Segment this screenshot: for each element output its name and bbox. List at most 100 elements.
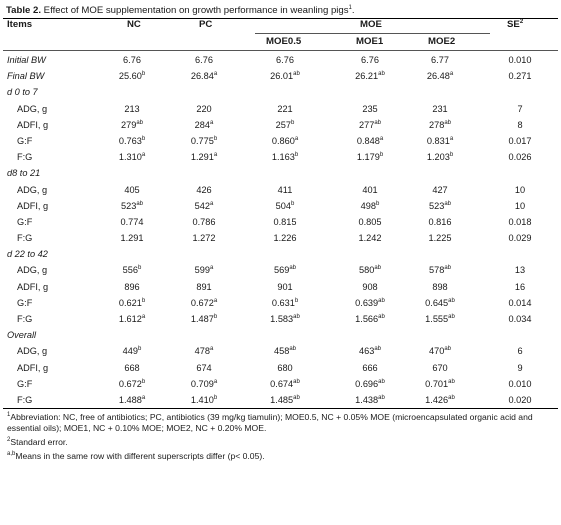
cell-value: 1.487	[190, 314, 214, 324]
cell-superscript: a	[213, 297, 218, 304]
cell-moe1: 666	[330, 360, 410, 376]
cell-value: 670	[432, 362, 448, 373]
cell-value: 666	[362, 362, 378, 373]
cell-moe1: 6.76	[330, 52, 410, 68]
cell-value: 6.76	[195, 55, 213, 65]
row-label: ADFI, g	[17, 362, 49, 373]
cell-moe1: 1.179b	[330, 149, 410, 165]
row-label: F:G	[17, 233, 33, 244]
cell-superscript: a	[141, 394, 146, 401]
row-label: d 22 to 42	[7, 249, 48, 260]
cell-moe05: 221	[245, 101, 325, 117]
row-label: G:F	[17, 135, 33, 146]
row-label: Initial BW	[7, 55, 46, 65]
cell-value: 1.203	[426, 152, 450, 163]
cell-moe2: 6.77	[400, 52, 480, 68]
cell-superscript: a	[294, 135, 299, 142]
table-row: G:F 0.621b 0.672a 0.631b 0.639ab 0.645ab 0.014	[3, 295, 558, 311]
table-row: Initial BW 6.76 6.76 6.76 6.76 6.77 0.010	[3, 52, 558, 68]
cell-value: 0.014	[508, 297, 532, 308]
cell-moe2: 231	[400, 101, 480, 117]
cell-se: 0.010	[480, 376, 560, 392]
cell-se: 0.017	[480, 133, 560, 149]
footnote-1-sup: 1	[7, 412, 11, 419]
cell-superscript: b	[294, 297, 299, 304]
cell-pc: 220	[164, 101, 244, 117]
cell-value: 6	[517, 346, 523, 357]
cell-value: 6.76	[123, 55, 141, 65]
cell-superscript: a	[210, 200, 214, 207]
cell-moe1: 26.21ab	[330, 68, 410, 84]
cell-moe05: 458ab	[245, 343, 325, 359]
cell-moe2: 670	[400, 360, 480, 376]
cell-moe2: 0.831a	[400, 133, 480, 149]
cell-value: 0.701	[425, 378, 449, 389]
cell-value: 1.163	[271, 152, 295, 163]
cell-nc: 1.612a	[92, 311, 172, 327]
header-moe05: MOE0.5	[266, 36, 302, 47]
cell-value: 0.034	[508, 314, 532, 324]
cell-se: 8	[480, 117, 560, 133]
cell-superscript: ab	[293, 378, 300, 385]
cell-moe05: 6.76	[245, 52, 325, 68]
cell-value: 1.566	[355, 314, 379, 324]
cell-se: 6	[480, 343, 560, 359]
cell-moe1: 0.848a	[330, 133, 410, 149]
cell-value: 0.672	[118, 378, 142, 389]
cell-value: 0.621	[118, 297, 142, 308]
cell-moe2: 898	[400, 279, 480, 295]
cell-value: 0.645	[425, 297, 449, 308]
row-label: ADG, g	[17, 103, 48, 114]
table-row: ADG, g 556b 599a 569ab 580ab 578ab 13	[3, 262, 558, 278]
table-row: ADG, g 449b 478a 458ab 463ab 470ab 6	[3, 343, 558, 359]
cell-moe1: 463ab	[330, 343, 410, 359]
table-row: F:G 1.612a 1.487b 1.583ab 1.566ab 1.555ab 0.03…	[3, 311, 558, 327]
row-label: ADFI, g	[17, 119, 49, 130]
row-label: F:G	[17, 394, 33, 405]
header-rule	[3, 50, 558, 51]
cell-value: 213	[124, 103, 140, 114]
cell-superscript: b	[213, 394, 218, 401]
header-moe1: MOE1	[356, 36, 384, 47]
cell-superscript: ab	[444, 346, 452, 353]
cell-nc: 668	[92, 360, 172, 376]
caption-text: Effect of MOE supplementation on growth …	[41, 5, 349, 16]
cell-moe1: 0.696ab	[330, 376, 410, 392]
cell-value: 6.76	[276, 55, 294, 65]
cell-value: 0.831	[426, 135, 450, 146]
cell-value: 0.860	[271, 135, 295, 146]
cell-superscript: b	[141, 135, 146, 142]
cell-value: 1.291	[120, 233, 144, 244]
cell-pc: 0.709a	[164, 376, 244, 392]
cell-superscript: ab	[374, 346, 382, 353]
row-label: ADG, g	[17, 184, 48, 195]
cell-value: 523	[120, 200, 137, 211]
cell-value: 0.026	[508, 152, 532, 163]
cell-moe2: 427	[400, 182, 480, 198]
cell-value: 0.631	[271, 297, 295, 308]
cell-se: 7	[480, 101, 560, 117]
cell-superscript: a	[213, 71, 218, 78]
row-label: ADG, g	[17, 265, 48, 276]
cell-value: 427	[432, 184, 448, 195]
cell-value: 901	[277, 281, 293, 292]
cell-superscript: b	[291, 200, 295, 207]
cell-nc: 213	[92, 101, 172, 117]
row-label: ADG, g	[17, 346, 48, 357]
cell-moe05: 257b	[245, 117, 325, 133]
footnote-2-sup: 2	[7, 437, 11, 444]
cell-superscript: b	[379, 152, 384, 159]
cell-value: 1.488	[118, 394, 142, 405]
cell-superscript: a	[141, 313, 146, 320]
cell-value: 0.672	[190, 297, 214, 308]
cell-value: 26.01	[270, 71, 294, 82]
cell-value: 279	[120, 119, 137, 130]
cell-value: 0.848	[356, 135, 380, 146]
cell-moe2: 578ab	[400, 262, 480, 278]
cell-se: 10	[480, 182, 560, 198]
cell-value: 674	[196, 362, 212, 373]
header-items: Items	[7, 19, 33, 30]
table-row: ADFI, g 523ab 542a 504b 498b 523ab 10	[3, 198, 558, 214]
cell-moe1: 1.242	[330, 230, 410, 246]
cell-superscript: ab	[289, 265, 297, 272]
